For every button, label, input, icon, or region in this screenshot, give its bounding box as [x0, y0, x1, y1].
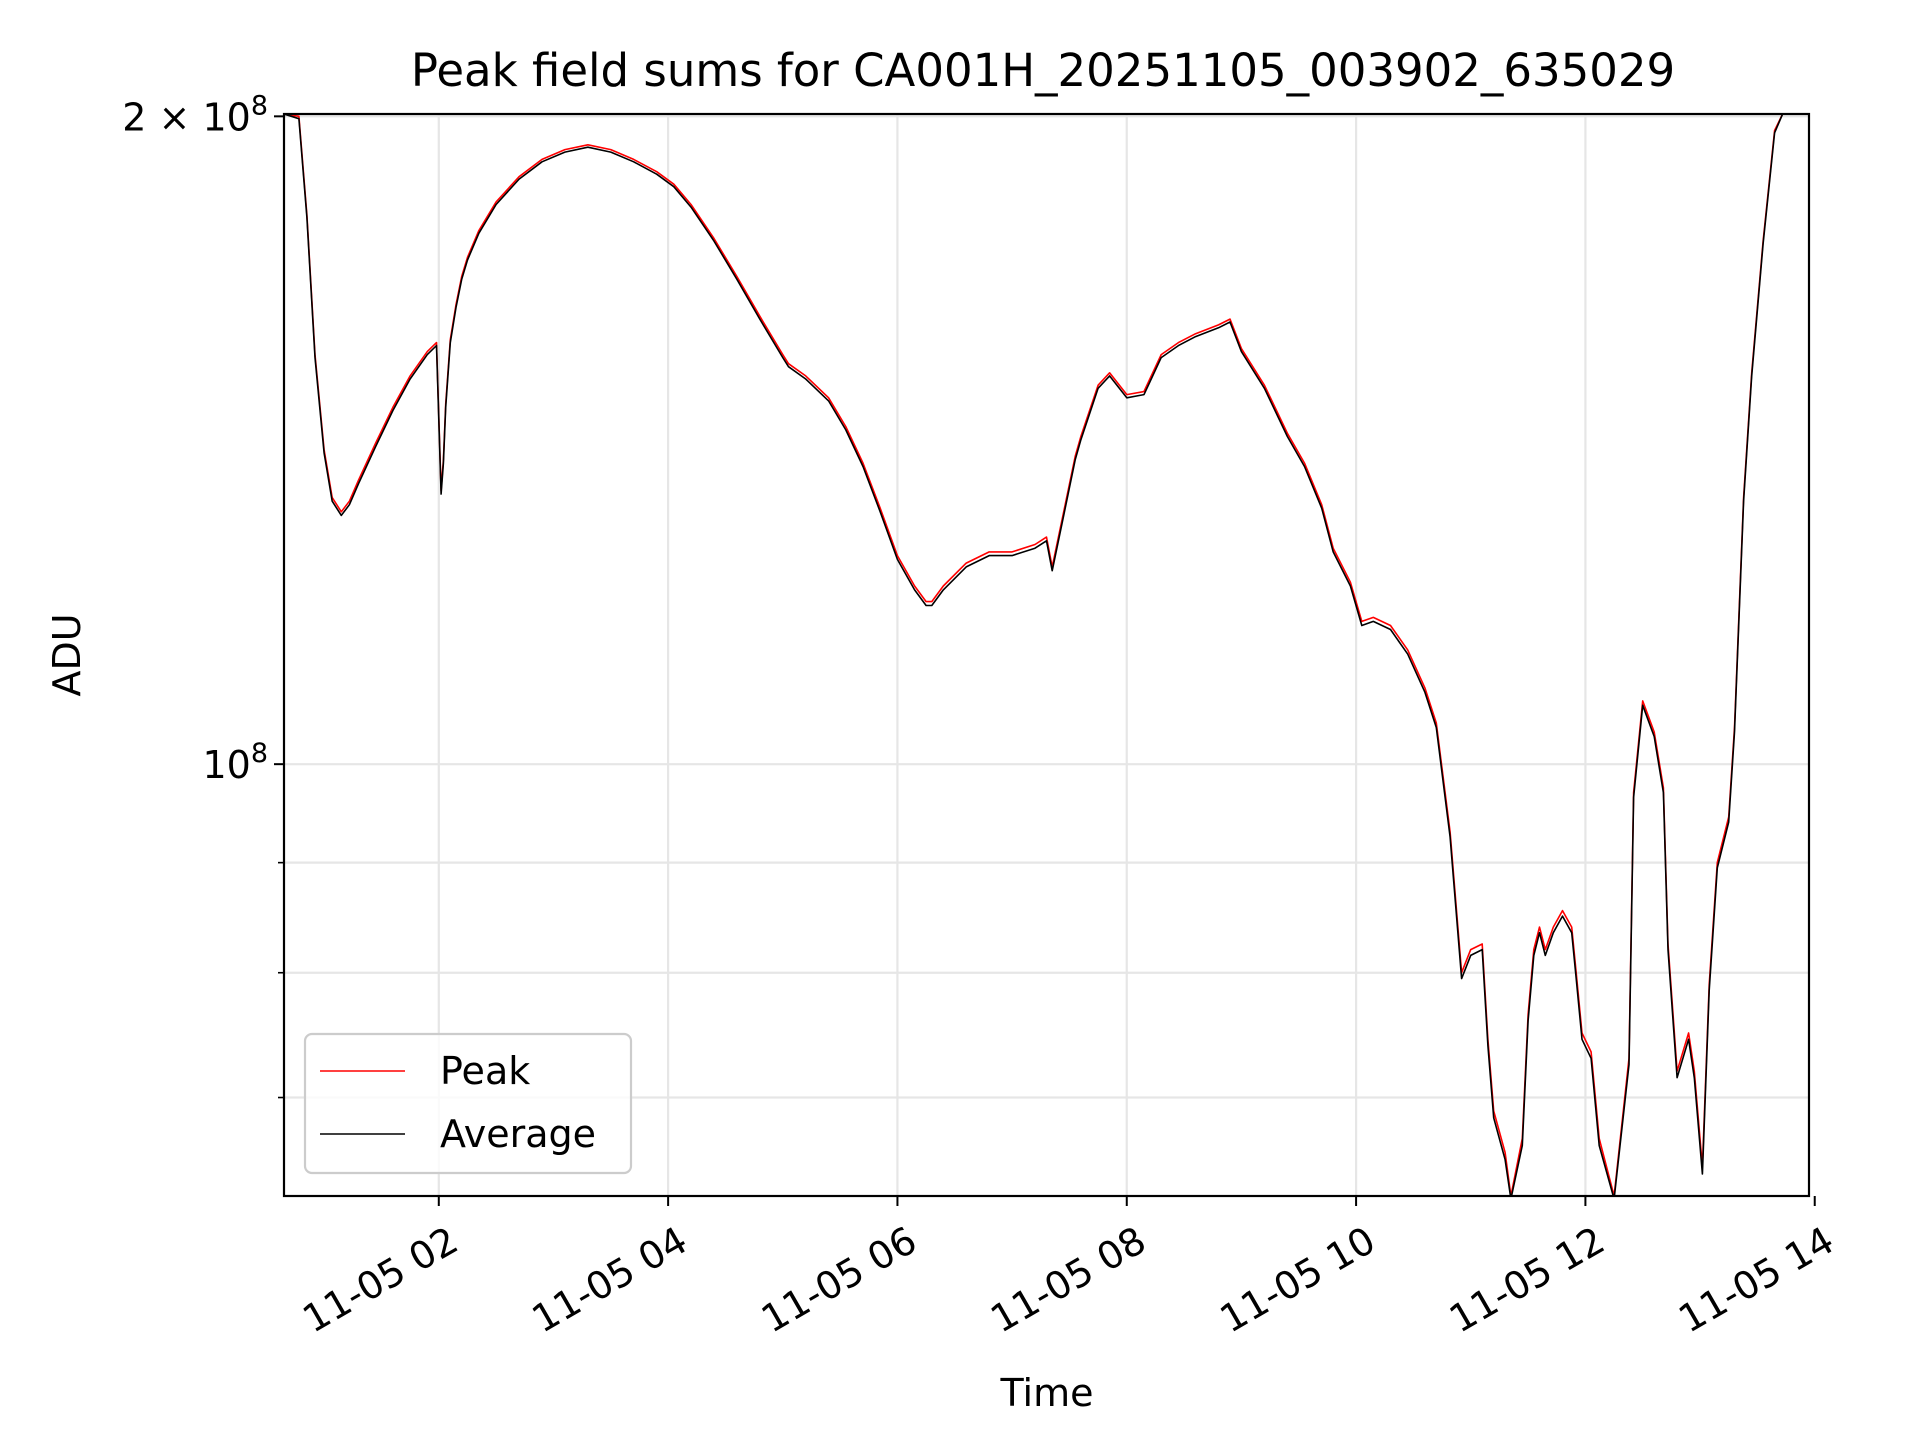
plot-area-frame: [282, 112, 1811, 1198]
chart-title: Peak field sums for CA001H_20251105_0039…: [411, 44, 1675, 97]
series-layer: [284, 114, 1809, 1196]
legend-box: [303, 1032, 633, 1175]
legend-average-label: Average: [440, 1112, 596, 1156]
grid-lines: [284, 114, 1809, 1196]
y-axis-label: ADU: [45, 613, 89, 696]
x-axis-label: Time: [1000, 1371, 1094, 1415]
y-tick-label: 2 × 108: [122, 90, 268, 139]
y-tick-label: 108: [202, 738, 268, 787]
series-average-line: [284, 114, 1809, 1196]
legend: Peak Average: [303, 1032, 633, 1175]
y-axis-ticks: 108 2 × 108: [122, 90, 284, 1099]
legend-peak-label: Peak: [440, 1049, 530, 1093]
